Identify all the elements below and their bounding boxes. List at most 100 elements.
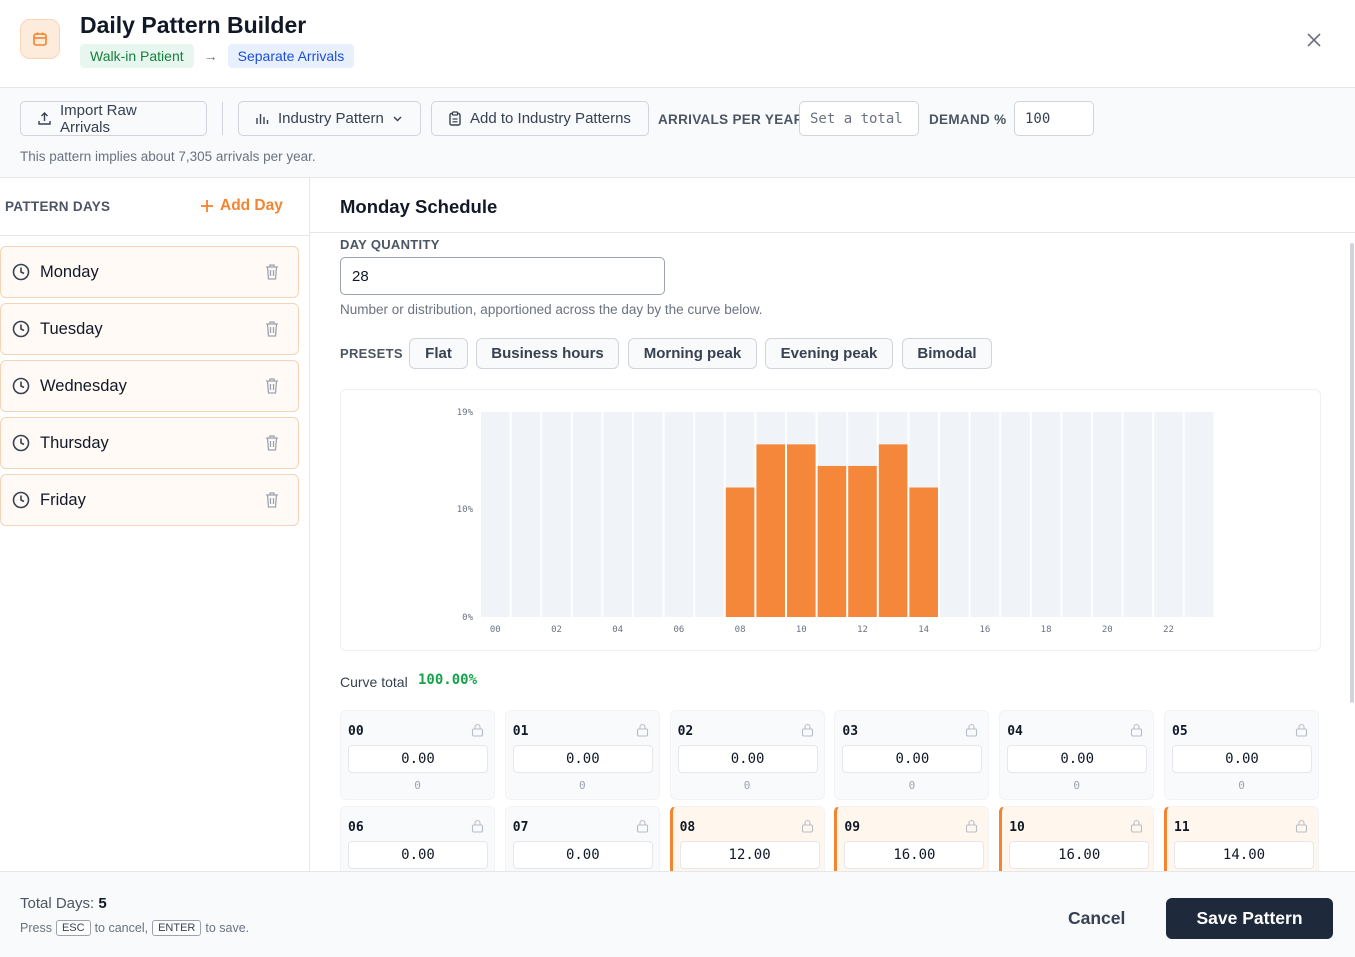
arrivals-per-year-input[interactable] bbox=[799, 101, 919, 136]
close-button[interactable] bbox=[1303, 29, 1325, 51]
save-pattern-button[interactable]: Save Pattern bbox=[1166, 898, 1333, 939]
add-to-industry-patterns-button[interactable]: Add to Industry Patterns bbox=[431, 101, 649, 136]
trash-icon[interactable] bbox=[264, 377, 280, 395]
hour-cell-10: 10 bbox=[999, 806, 1155, 871]
hour-value-input[interactable] bbox=[1172, 745, 1312, 773]
dialog-header: Daily Pattern Builder Walk-in Patient → … bbox=[0, 0, 1355, 88]
industry-pattern-dropdown[interactable]: Industry Pattern bbox=[238, 101, 421, 136]
hour-value-input[interactable] bbox=[677, 745, 818, 773]
hour-label: 03 bbox=[842, 724, 859, 739]
hour-label: 02 bbox=[677, 724, 694, 739]
lock-icon[interactable] bbox=[471, 819, 484, 833]
preset-business-hours-button[interactable]: Business hours bbox=[476, 338, 619, 369]
hour-label: 10 bbox=[1009, 820, 1025, 835]
hour-cell-00: 00 0 bbox=[340, 710, 495, 800]
lock-icon[interactable] bbox=[801, 819, 814, 833]
clock-icon bbox=[12, 263, 30, 281]
hour-value-input[interactable] bbox=[1007, 745, 1148, 773]
hour-value-input[interactable] bbox=[1174, 841, 1314, 869]
lock-icon[interactable] bbox=[636, 723, 649, 737]
bar-11 bbox=[817, 465, 847, 617]
lock-icon[interactable] bbox=[1130, 723, 1143, 737]
hour-count: 0 bbox=[578, 779, 586, 792]
arrivals-per-year-label: ARRIVALS PER YEAR bbox=[658, 112, 804, 127]
lock-icon[interactable] bbox=[801, 723, 814, 737]
lock-icon[interactable] bbox=[471, 723, 484, 737]
bar-09 bbox=[756, 444, 785, 617]
preset-morning-peak-button[interactable]: Morning peak bbox=[628, 338, 757, 369]
trash-icon[interactable] bbox=[264, 320, 280, 338]
clock-icon bbox=[12, 377, 30, 395]
x-tick-label: 16 bbox=[979, 625, 990, 635]
lock-icon[interactable] bbox=[965, 819, 978, 833]
y-tick-label: 0% bbox=[462, 613, 473, 623]
lock-icon[interactable] bbox=[636, 819, 649, 833]
y-tick-label: 10% bbox=[457, 505, 474, 515]
bar-track-20 bbox=[1093, 412, 1122, 617]
clock-icon bbox=[12, 434, 30, 452]
demand-percent-input[interactable] bbox=[1014, 101, 1094, 136]
implied-arrivals-text: This pattern implies about 7,305 arrival… bbox=[20, 149, 316, 164]
keyboard-hint: Press ESC to cancel, ENTER to save. bbox=[20, 920, 249, 936]
hour-cell-06: 06 bbox=[340, 806, 495, 871]
preset-flat-button[interactable]: Flat bbox=[409, 338, 468, 369]
hour-value-input[interactable] bbox=[348, 745, 488, 773]
lock-icon[interactable] bbox=[1130, 819, 1143, 833]
esc-key: ESC bbox=[55, 920, 91, 936]
schedule-title: Monday Schedule bbox=[340, 196, 498, 217]
total-days-value: 5 bbox=[98, 895, 107, 912]
hour-value-input[interactable] bbox=[844, 841, 985, 869]
schedule-header: Monday Schedule bbox=[310, 178, 1355, 233]
lock-icon[interactable] bbox=[1295, 723, 1308, 737]
lock-icon[interactable] bbox=[1295, 819, 1308, 833]
scrollbar[interactable] bbox=[1350, 243, 1354, 703]
hour-value-input[interactable] bbox=[512, 841, 653, 869]
upload-icon bbox=[38, 112, 51, 125]
bar-track-23 bbox=[1184, 412, 1214, 617]
hourly-curve-svg: 0% 10% 19% 00 02 04 06 08 10 12 14 16 18 20 22 bbox=[457, 408, 1214, 635]
calendar-icon bbox=[20, 19, 60, 59]
x-tick-label: 04 bbox=[612, 625, 623, 635]
day-item-friday[interactable]: Friday bbox=[0, 474, 299, 526]
trash-icon[interactable] bbox=[264, 434, 280, 452]
hour-value-input[interactable] bbox=[842, 745, 983, 773]
curve-total-label: Curve total bbox=[340, 674, 408, 690]
add-day-button[interactable]: Add Day bbox=[200, 197, 283, 215]
day-item-monday[interactable]: Monday bbox=[0, 246, 299, 298]
hour-value-input[interactable] bbox=[1009, 841, 1150, 869]
hour-count: 0 bbox=[414, 779, 421, 792]
import-raw-arrivals-button[interactable]: Import Raw Arrivals bbox=[20, 101, 207, 136]
bar-track-21 bbox=[1123, 412, 1153, 617]
hour-cell-02: 02 0 bbox=[669, 710, 825, 800]
day-item-tuesday[interactable]: Tuesday bbox=[0, 303, 299, 355]
day-item-wednesday[interactable]: Wednesday bbox=[0, 360, 299, 412]
day-item-thursday[interactable]: Thursday bbox=[0, 417, 299, 469]
preset-bimodal-button[interactable]: Bimodal bbox=[902, 338, 992, 369]
trash-icon[interactable] bbox=[264, 491, 280, 509]
trash-icon[interactable] bbox=[264, 263, 280, 281]
day-quantity-input[interactable] bbox=[340, 257, 665, 295]
hour-label: 07 bbox=[512, 820, 529, 835]
pattern-days-title: PATTERN DAYS bbox=[5, 199, 111, 214]
bar-track-18 bbox=[1031, 412, 1061, 617]
bar-track-03 bbox=[572, 412, 602, 617]
toolbar-divider bbox=[222, 102, 223, 135]
preset-evening-peak-button[interactable]: Evening peak bbox=[765, 338, 893, 369]
hour-count: 0 bbox=[743, 779, 751, 792]
lock-icon[interactable] bbox=[965, 723, 978, 737]
schedule-panel: Monday Schedule DAY QUANTITY Number or d… bbox=[310, 178, 1355, 871]
cancel-button[interactable]: Cancel bbox=[1068, 908, 1126, 928]
bar-08 bbox=[725, 487, 755, 617]
breadcrumb: Walk-in Patient → Separate Arrivals bbox=[80, 44, 355, 68]
hour-value-input[interactable] bbox=[512, 745, 653, 773]
bar-track-15 bbox=[940, 412, 969, 617]
hour-value-input[interactable] bbox=[348, 841, 488, 869]
toolbar: Import Raw Arrivals Industry Pattern Add… bbox=[0, 88, 1355, 178]
demand-percent-label: DEMAND % bbox=[929, 112, 1007, 127]
industry-pattern-label: Industry Pattern bbox=[278, 110, 384, 127]
pattern-days-sidebar: PATTERN DAYS Add Day Monday Tuesday Wedn… bbox=[0, 178, 310, 871]
plus-icon bbox=[201, 200, 213, 212]
hour-cell-03: 03 0 bbox=[834, 710, 990, 800]
hour-value-input[interactable] bbox=[679, 841, 820, 869]
bar-track-16 bbox=[970, 412, 1000, 617]
